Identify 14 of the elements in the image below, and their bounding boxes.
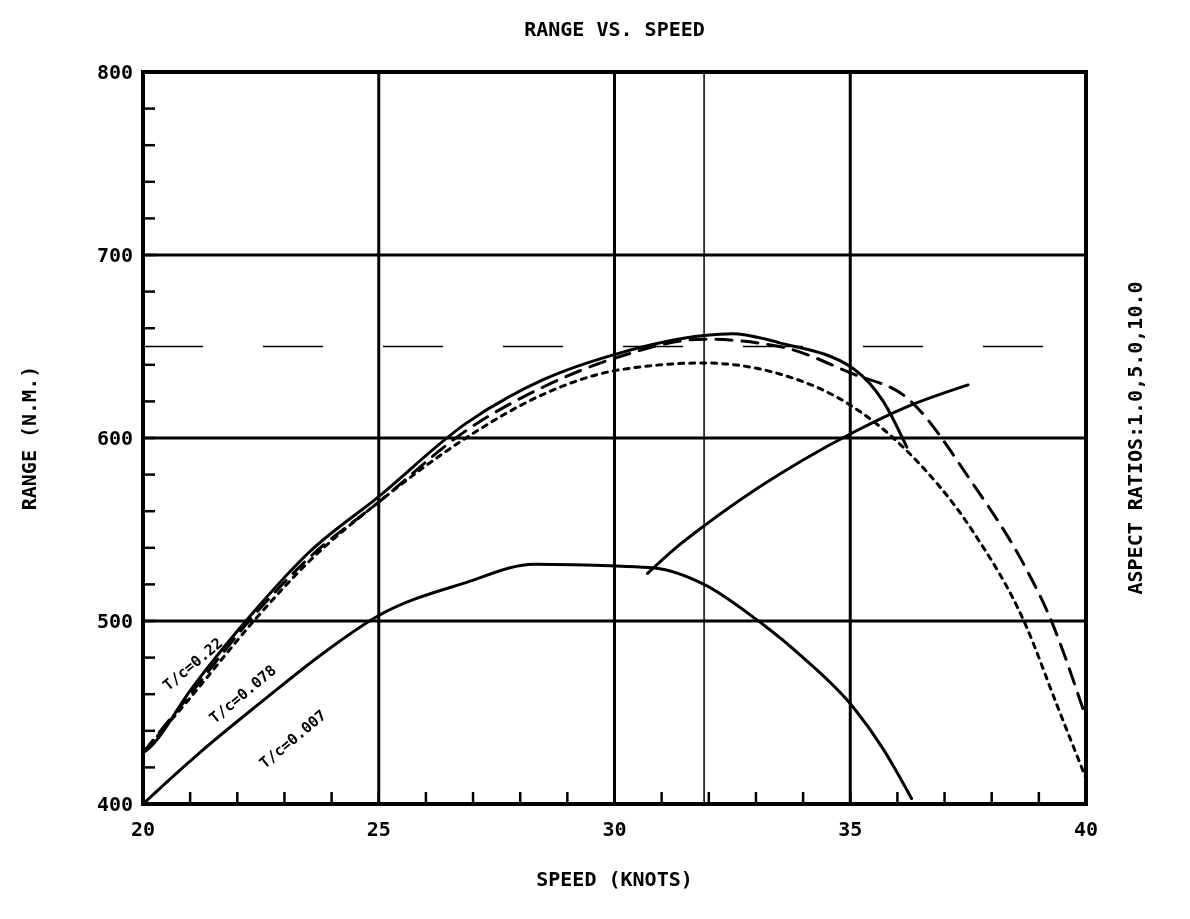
y-tick-label: 600 <box>96 426 133 450</box>
y-tick-label: 700 <box>96 243 133 267</box>
chart-title: RANGE VS. SPEED <box>524 17 705 41</box>
x-tick-label: 25 <box>366 817 391 841</box>
y-axis-title: RANGE (N.M.) <box>17 365 41 511</box>
y-tick-label: 500 <box>96 609 133 633</box>
y-tick-label: 400 <box>96 792 133 816</box>
x-axis-title: SPEED (KNOTS) <box>536 867 693 891</box>
x-tick-label: 35 <box>838 817 863 841</box>
y2-axis-title: ASPECT RATIOS:1.0,5.0,10.0 <box>1123 281 1147 595</box>
x-tick-label: 20 <box>130 817 156 841</box>
x-tick-label: 40 <box>1073 817 1099 841</box>
y-tick-label: 800 <box>96 60 133 84</box>
x-tick-label: 30 <box>602 817 627 841</box>
